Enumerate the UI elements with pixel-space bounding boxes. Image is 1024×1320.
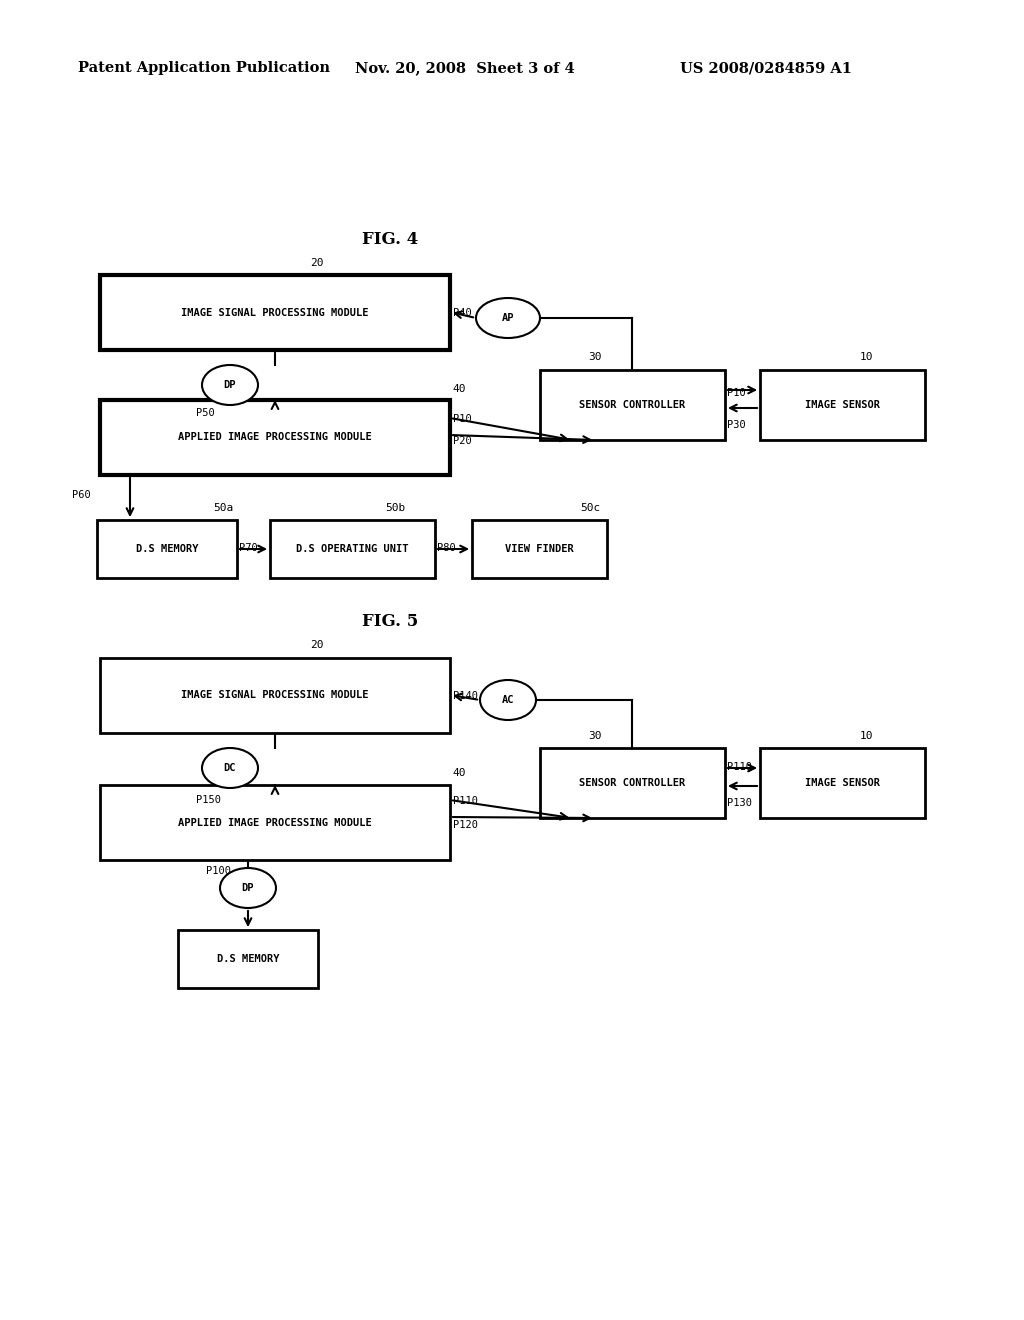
Bar <box>270 520 435 578</box>
Text: P10: P10 <box>727 388 745 399</box>
Text: IMAGE SENSOR: IMAGE SENSOR <box>805 777 880 788</box>
Text: D.S MEMORY: D.S MEMORY <box>136 544 199 554</box>
Bar <box>760 748 925 818</box>
Text: US 2008/0284859 A1: US 2008/0284859 A1 <box>680 61 852 75</box>
Bar <box>760 370 925 440</box>
Text: P50: P50 <box>196 408 215 418</box>
Text: SENSOR CONTROLLER: SENSOR CONTROLLER <box>580 777 686 788</box>
Bar <box>178 931 318 987</box>
Text: P80: P80 <box>437 543 456 553</box>
Text: D.S OPERATING UNIT: D.S OPERATING UNIT <box>296 544 409 554</box>
Text: AP: AP <box>502 313 514 323</box>
Text: Nov. 20, 2008  Sheet 3 of 4: Nov. 20, 2008 Sheet 3 of 4 <box>355 61 574 75</box>
Text: IMAGE SENSOR: IMAGE SENSOR <box>805 400 880 411</box>
Text: P40: P40 <box>453 308 472 318</box>
Text: P60: P60 <box>72 490 91 500</box>
Text: VIEW FINDER: VIEW FINDER <box>505 544 573 554</box>
Text: 50b: 50b <box>385 503 406 513</box>
Text: IMAGE SIGNAL PROCESSING MODULE: IMAGE SIGNAL PROCESSING MODULE <box>181 690 369 701</box>
Text: P20: P20 <box>453 436 472 446</box>
Text: P70: P70 <box>239 543 258 553</box>
Text: 40: 40 <box>452 384 466 393</box>
Ellipse shape <box>202 748 258 788</box>
Text: 50c: 50c <box>580 503 600 513</box>
Bar <box>540 748 725 818</box>
Text: P110: P110 <box>453 796 478 807</box>
Text: P110: P110 <box>727 762 752 772</box>
Text: DP: DP <box>242 883 254 894</box>
Text: P150: P150 <box>196 795 221 805</box>
Text: 20: 20 <box>310 257 324 268</box>
Text: P100: P100 <box>206 866 231 876</box>
Text: 20: 20 <box>310 640 324 649</box>
Ellipse shape <box>220 869 276 908</box>
Bar <box>97 520 237 578</box>
Text: FIG. 5: FIG. 5 <box>361 612 418 630</box>
Text: 10: 10 <box>860 731 873 741</box>
Text: 40: 40 <box>452 768 466 777</box>
Text: APPLIED IMAGE PROCESSING MODULE: APPLIED IMAGE PROCESSING MODULE <box>178 817 372 828</box>
Text: P30: P30 <box>727 420 745 430</box>
Text: 50a: 50a <box>213 503 233 513</box>
Text: IMAGE SIGNAL PROCESSING MODULE: IMAGE SIGNAL PROCESSING MODULE <box>181 308 369 318</box>
Text: P140: P140 <box>453 690 478 701</box>
Ellipse shape <box>476 298 540 338</box>
Text: SENSOR CONTROLLER: SENSOR CONTROLLER <box>580 400 686 411</box>
Bar <box>472 520 607 578</box>
Text: P10: P10 <box>453 414 472 424</box>
Text: D.S MEMORY: D.S MEMORY <box>217 954 280 964</box>
Text: DP: DP <box>224 380 237 389</box>
Bar <box>100 785 450 861</box>
Ellipse shape <box>480 680 536 719</box>
Text: 30: 30 <box>588 352 601 362</box>
Text: P130: P130 <box>727 799 752 808</box>
Text: DC: DC <box>224 763 237 774</box>
Text: 10: 10 <box>860 352 873 362</box>
Text: P120: P120 <box>453 820 478 830</box>
Text: FIG. 4: FIG. 4 <box>361 231 418 248</box>
Text: AC: AC <box>502 696 514 705</box>
Bar <box>100 400 450 475</box>
Text: 30: 30 <box>588 731 601 741</box>
Bar <box>100 657 450 733</box>
Bar <box>540 370 725 440</box>
Bar <box>100 275 450 350</box>
Text: Patent Application Publication: Patent Application Publication <box>78 61 330 75</box>
Ellipse shape <box>202 366 258 405</box>
Text: APPLIED IMAGE PROCESSING MODULE: APPLIED IMAGE PROCESSING MODULE <box>178 433 372 442</box>
